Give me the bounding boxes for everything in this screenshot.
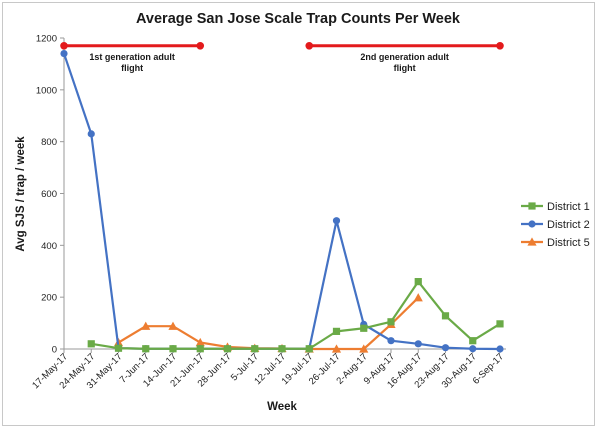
- data-point-district-1: [278, 345, 286, 353]
- flight-period-end-marker: [496, 41, 504, 50]
- data-point-district-2: [332, 217, 341, 225]
- y-tick-label: 1200: [36, 34, 57, 45]
- data-point-district-5: [413, 293, 423, 302]
- flight-period-label: flight: [394, 63, 416, 73]
- data-point-district-1: [414, 278, 422, 286]
- data-point-district-5: [331, 344, 342, 353]
- flight-period-end-marker: [196, 41, 205, 50]
- data-point-district-5: [359, 344, 369, 353]
- data-point-district-1: [223, 345, 232, 353]
- data-point-district-5: [141, 321, 151, 330]
- flight-period-label: 2nd generation adult: [360, 52, 449, 62]
- y-tick-label: 400: [41, 241, 57, 252]
- data-point-district-1: [387, 318, 395, 326]
- legend-item: District 2: [521, 219, 590, 231]
- legend-label: District 5: [547, 237, 590, 249]
- y-tick-label: 0: [52, 345, 57, 356]
- data-point-district-1: [360, 324, 368, 332]
- series-line-district-2: [62, 53, 501, 351]
- y-tick-label: 600: [41, 189, 57, 200]
- data-point-district-2: [60, 49, 68, 58]
- data-point-district-5: [168, 321, 178, 330]
- y-tick-label: 200: [41, 293, 57, 304]
- data-point-district-1: [496, 320, 504, 328]
- legend-label: District 1: [547, 201, 590, 213]
- y-axis-title: Avg SJS / trap / week: [15, 136, 27, 252]
- data-point-district-1: [305, 345, 313, 353]
- series-district-1: [87, 278, 504, 353]
- series-line-district-5: [117, 296, 420, 351]
- data-point-district-2: [496, 345, 504, 353]
- flight-period-label: 1st generation adult: [89, 52, 175, 62]
- data-point-district-2: [87, 130, 95, 138]
- data-point-district-1: [87, 340, 95, 348]
- legend-label: District 2: [547, 219, 590, 231]
- data-point-district-2: [441, 344, 450, 352]
- data-point-district-1: [251, 345, 259, 353]
- flight-period-start-marker: [60, 41, 68, 50]
- data-point-district-1: [169, 345, 177, 353]
- data-point-district-1: [441, 312, 450, 320]
- legend-item: District 1: [521, 201, 590, 213]
- legend-swatch-marker: [528, 202, 536, 210]
- x-axis-title: Week: [267, 401, 297, 413]
- series-district-5: [113, 293, 423, 353]
- data-point-district-1: [196, 345, 204, 353]
- legend-swatch-marker: [528, 220, 536, 228]
- legend-swatch-marker: [527, 237, 537, 246]
- flight-period-start-marker: [305, 41, 314, 50]
- data-point-district-5: [195, 337, 205, 347]
- data-point-district-1: [469, 337, 477, 345]
- flight-period-label: flight: [121, 63, 143, 73]
- data-point-district-1: [142, 345, 150, 353]
- y-tick-label: 800: [41, 137, 57, 148]
- series-line-district-1: [91, 280, 501, 350]
- data-point-district-2: [387, 337, 395, 345]
- series-district-2: [60, 49, 504, 353]
- data-point-district-2: [469, 345, 477, 353]
- data-point-district-1: [332, 327, 341, 335]
- legend-item: District 5: [521, 237, 590, 249]
- data-point-district-2: [414, 340, 422, 348]
- data-point-district-1: [114, 344, 123, 352]
- y-tick-label: 1000: [36, 85, 57, 96]
- chart-title: Average San Jose Scale Trap Counts Per W…: [136, 11, 461, 27]
